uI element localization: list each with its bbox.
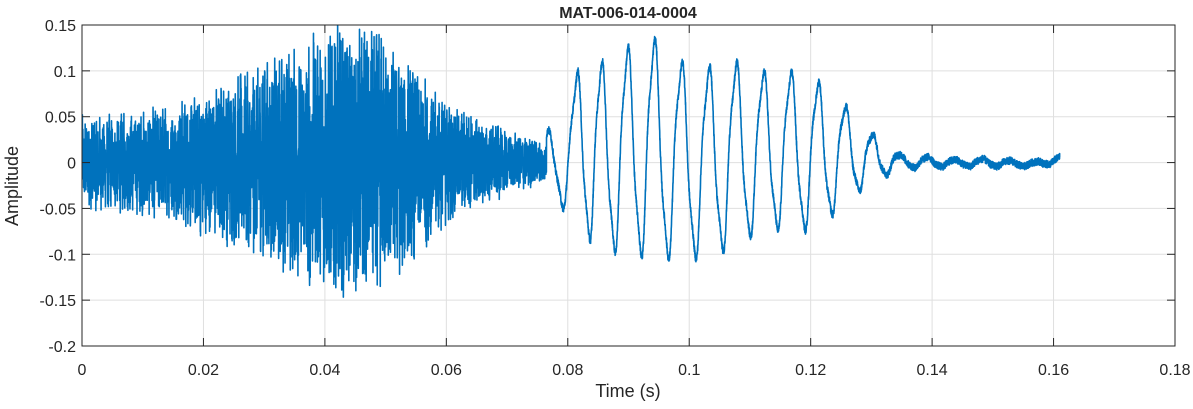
x-tick-label: 0.16 xyxy=(1038,362,1069,379)
x-tick-label: 0.02 xyxy=(188,362,219,379)
x-tick-label: 0 xyxy=(78,362,87,379)
x-tick-label: 0.06 xyxy=(431,362,462,379)
y-tick-label: 0.1 xyxy=(54,64,76,81)
x-tick-label: 0.18 xyxy=(1159,362,1190,379)
y-tick-label: 0 xyxy=(67,156,76,173)
y-tick-label: -0.05 xyxy=(40,201,77,218)
y-tick-label: -0.1 xyxy=(48,247,76,264)
x-tick-label: 0.12 xyxy=(795,362,826,379)
plot-area xyxy=(82,25,1061,298)
x-tick-label: 0.04 xyxy=(309,362,340,379)
y-axis-label: Amplitude xyxy=(2,146,22,226)
y-tick-label: -0.15 xyxy=(40,293,77,310)
x-tick-label: 0.1 xyxy=(678,362,700,379)
y-tick-label: 0.15 xyxy=(45,18,76,35)
x-tick-label: 0.08 xyxy=(552,362,583,379)
ticks: 0 0.02 0.04 0.06 0.08 0.1 0.12 0.14 0.16 0.18 -0.2… xyxy=(40,18,1191,379)
x-tick-label: 0.14 xyxy=(917,362,948,379)
y-tick-label: -0.2 xyxy=(48,339,76,356)
x-axis-label: Time (s) xyxy=(595,381,660,401)
waveform-line xyxy=(82,25,1061,298)
chart-title: MAT-006-014-0004 xyxy=(559,5,697,22)
y-tick-label: 0.05 xyxy=(45,110,76,127)
axes-box xyxy=(81,24,1176,347)
